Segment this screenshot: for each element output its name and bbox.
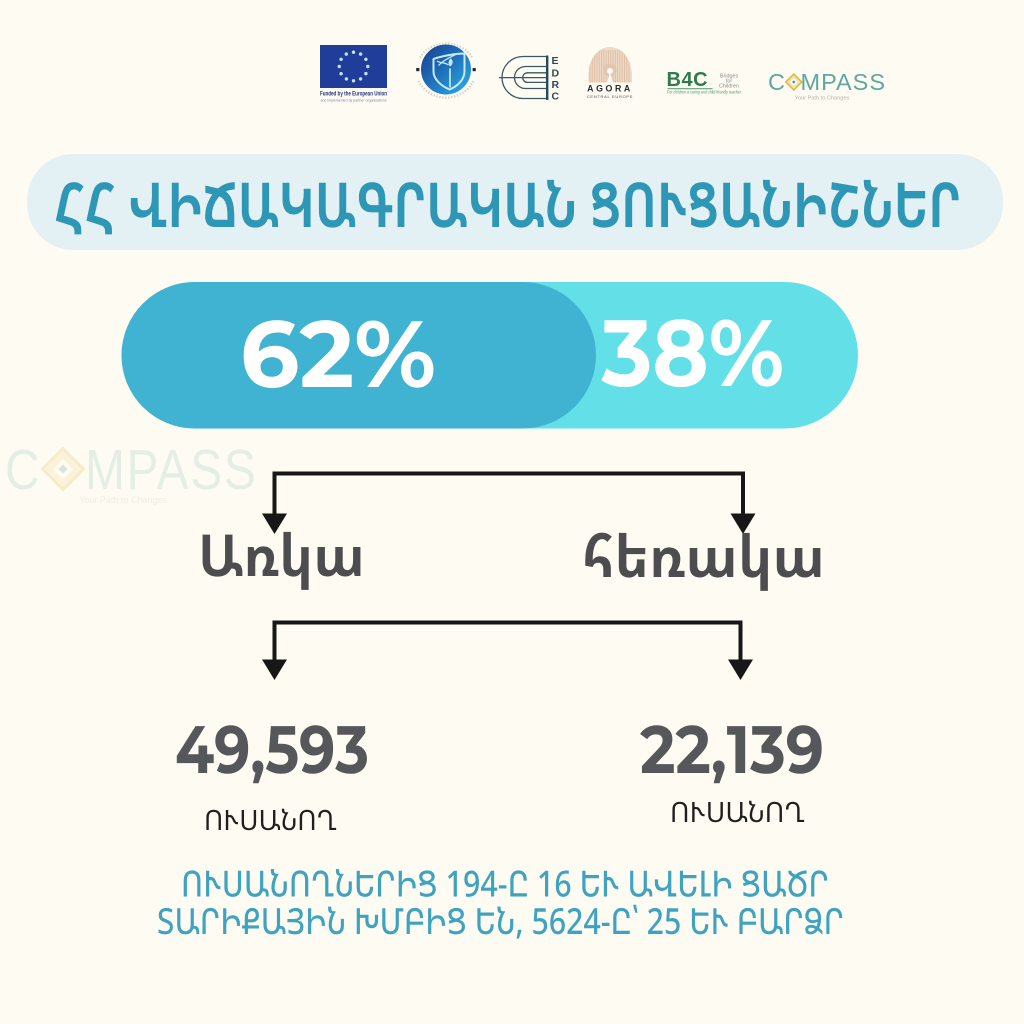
svg-text:Funded by the European Union: Funded by the European Union bbox=[320, 91, 387, 98]
svg-text:D: D bbox=[552, 68, 560, 80]
svg-text:and implemented by partner org: and implemented by partner organisations bbox=[321, 98, 387, 103]
svg-text:C: C bbox=[552, 91, 560, 103]
svg-text:B4C: B4C bbox=[667, 69, 709, 91]
svg-text:Your Path to Changes: Your Path to Changes bbox=[79, 495, 167, 505]
svg-text:AGORA: AGORA bbox=[587, 84, 633, 94]
svg-text:MPASS: MPASS bbox=[85, 438, 257, 502]
svg-text:C: C bbox=[768, 69, 786, 95]
svg-text:Bridges: Bridges bbox=[720, 74, 739, 80]
svg-text:CENTRAL EUROPE: CENTRAL EUROPE bbox=[587, 94, 633, 99]
svg-text:Your Path to Changes: Your Path to Changes bbox=[795, 96, 850, 102]
svg-text:Children: Children bbox=[719, 84, 739, 90]
svg-text:R: R bbox=[552, 79, 560, 91]
svg-text:For children a caring and chil: For children a caring and child friendly… bbox=[667, 90, 741, 95]
svg-text:C: C bbox=[5, 438, 41, 502]
svg-text:for: for bbox=[726, 79, 732, 85]
svg-text:E: E bbox=[552, 55, 559, 67]
svg-text:MPASS: MPASS bbox=[801, 69, 887, 95]
